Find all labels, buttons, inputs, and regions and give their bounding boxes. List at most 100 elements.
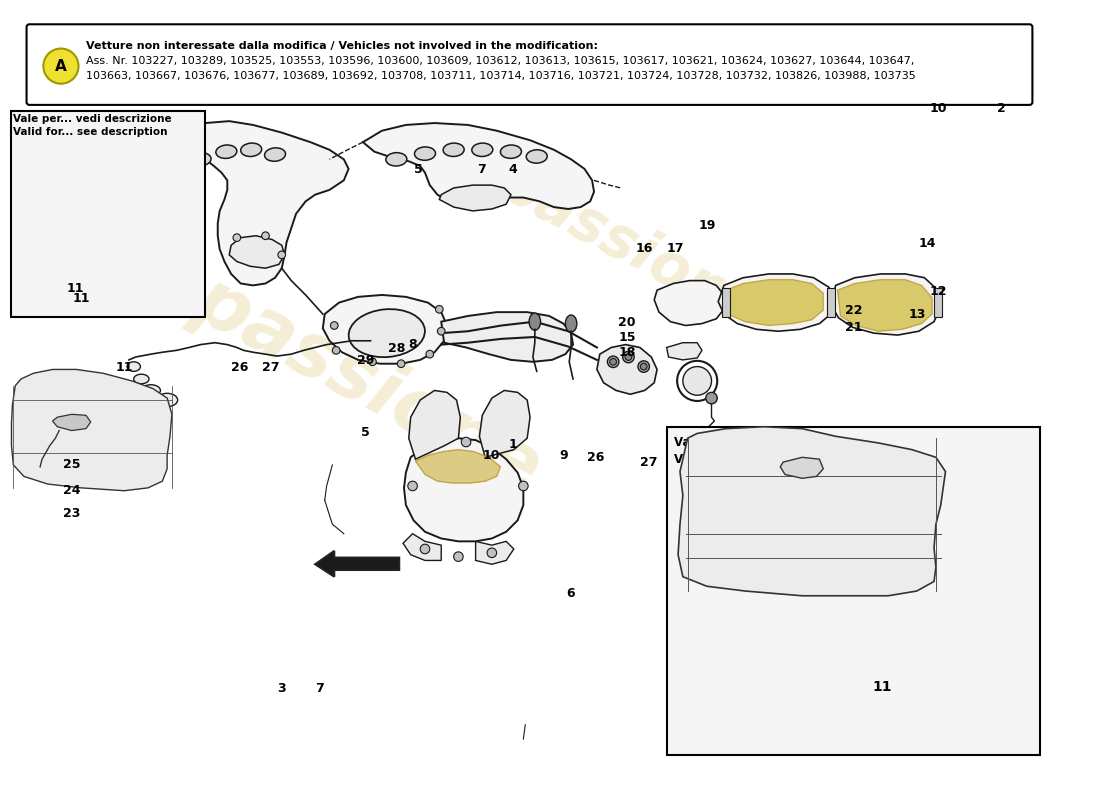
Text: 13: 13 [909, 308, 926, 321]
Text: 7: 7 [476, 162, 485, 176]
Polygon shape [439, 185, 510, 211]
Text: 26: 26 [231, 362, 249, 374]
Polygon shape [229, 236, 285, 268]
Ellipse shape [850, 577, 942, 682]
Text: 8: 8 [408, 338, 417, 351]
Ellipse shape [126, 362, 141, 371]
Text: 5: 5 [361, 426, 370, 438]
Polygon shape [718, 274, 836, 331]
Text: 25: 25 [63, 458, 80, 471]
Polygon shape [322, 295, 447, 364]
Ellipse shape [386, 153, 407, 166]
Text: passione: passione [488, 154, 772, 341]
Ellipse shape [216, 145, 236, 158]
Polygon shape [416, 450, 500, 483]
FancyBboxPatch shape [667, 426, 1040, 755]
Polygon shape [837, 280, 932, 331]
Ellipse shape [265, 148, 286, 162]
Polygon shape [475, 542, 514, 564]
Circle shape [625, 354, 631, 360]
Circle shape [855, 625, 864, 634]
Text: 4: 4 [508, 162, 517, 176]
Text: Vale per... vedi descrizione
Valid for... see description: Vale per... vedi descrizione Valid for..… [12, 114, 172, 137]
Text: 22: 22 [845, 304, 862, 317]
Ellipse shape [565, 315, 576, 332]
Text: 19: 19 [698, 219, 716, 232]
Polygon shape [53, 414, 90, 430]
Circle shape [640, 363, 647, 370]
Circle shape [706, 392, 717, 404]
Text: 6: 6 [566, 587, 575, 600]
Bar [827, 288, 835, 317]
Text: A: A [55, 58, 67, 74]
Polygon shape [789, 542, 888, 618]
Text: Vetture non interessate dalla modifica / Vehicles not involved in the modificati: Vetture non interessate dalla modifica /… [86, 41, 598, 50]
Text: 11: 11 [116, 362, 133, 374]
Circle shape [910, 588, 918, 596]
Text: 12: 12 [930, 285, 947, 298]
Polygon shape [597, 345, 657, 394]
Circle shape [278, 251, 286, 258]
Circle shape [43, 49, 78, 84]
Text: 15: 15 [618, 331, 636, 344]
Text: 3: 3 [277, 682, 286, 695]
Circle shape [436, 306, 443, 313]
FancyBboxPatch shape [26, 24, 1033, 105]
Ellipse shape [415, 147, 436, 160]
Circle shape [607, 356, 619, 367]
Text: 11: 11 [67, 282, 85, 294]
Polygon shape [654, 281, 724, 326]
Ellipse shape [443, 143, 464, 157]
Bar [934, 288, 942, 317]
Ellipse shape [349, 309, 425, 357]
Text: 21: 21 [845, 321, 862, 334]
Text: 10: 10 [930, 102, 947, 114]
Polygon shape [667, 342, 702, 360]
FancyBboxPatch shape [11, 111, 205, 318]
Text: 17: 17 [667, 242, 684, 255]
Circle shape [453, 552, 463, 562]
Ellipse shape [871, 600, 921, 659]
Circle shape [262, 232, 270, 239]
Text: 1: 1 [508, 438, 517, 451]
Circle shape [873, 662, 882, 670]
Bar [722, 288, 729, 317]
Polygon shape [830, 274, 940, 335]
Ellipse shape [683, 366, 712, 395]
Text: passione: passione [182, 262, 553, 507]
Ellipse shape [190, 153, 211, 166]
Polygon shape [409, 390, 460, 459]
Ellipse shape [529, 313, 540, 330]
Polygon shape [404, 438, 524, 542]
Text: 14: 14 [918, 237, 936, 250]
Text: 28: 28 [388, 342, 406, 354]
Circle shape [397, 360, 405, 367]
Circle shape [408, 481, 417, 490]
Text: 2: 2 [997, 102, 1005, 114]
Polygon shape [441, 312, 573, 362]
Text: Ass. Nr. 103227, 103289, 103525, 103553, 103596, 103600, 103609, 103612, 103613,: Ass. Nr. 103227, 103289, 103525, 103553,… [86, 56, 914, 66]
Text: 18: 18 [618, 346, 636, 359]
Circle shape [426, 350, 433, 358]
Text: 27: 27 [262, 362, 279, 374]
Ellipse shape [156, 394, 177, 406]
Polygon shape [780, 458, 823, 478]
Circle shape [438, 327, 446, 335]
Polygon shape [726, 280, 823, 326]
Circle shape [873, 588, 882, 596]
Polygon shape [316, 551, 399, 577]
Text: 29: 29 [356, 354, 374, 366]
Text: 26: 26 [587, 451, 604, 464]
Circle shape [330, 322, 338, 330]
Text: Vale per... vedi descrizione
Valid for... see description: Vale per... vedi descrizione Valid for..… [674, 436, 854, 466]
Polygon shape [186, 121, 349, 286]
Polygon shape [480, 390, 530, 458]
Polygon shape [363, 123, 594, 209]
Ellipse shape [500, 145, 521, 158]
Circle shape [927, 625, 936, 634]
Text: 16: 16 [636, 242, 652, 255]
Circle shape [420, 544, 430, 554]
Ellipse shape [134, 374, 148, 384]
Circle shape [332, 346, 340, 354]
Text: 23: 23 [63, 506, 80, 519]
